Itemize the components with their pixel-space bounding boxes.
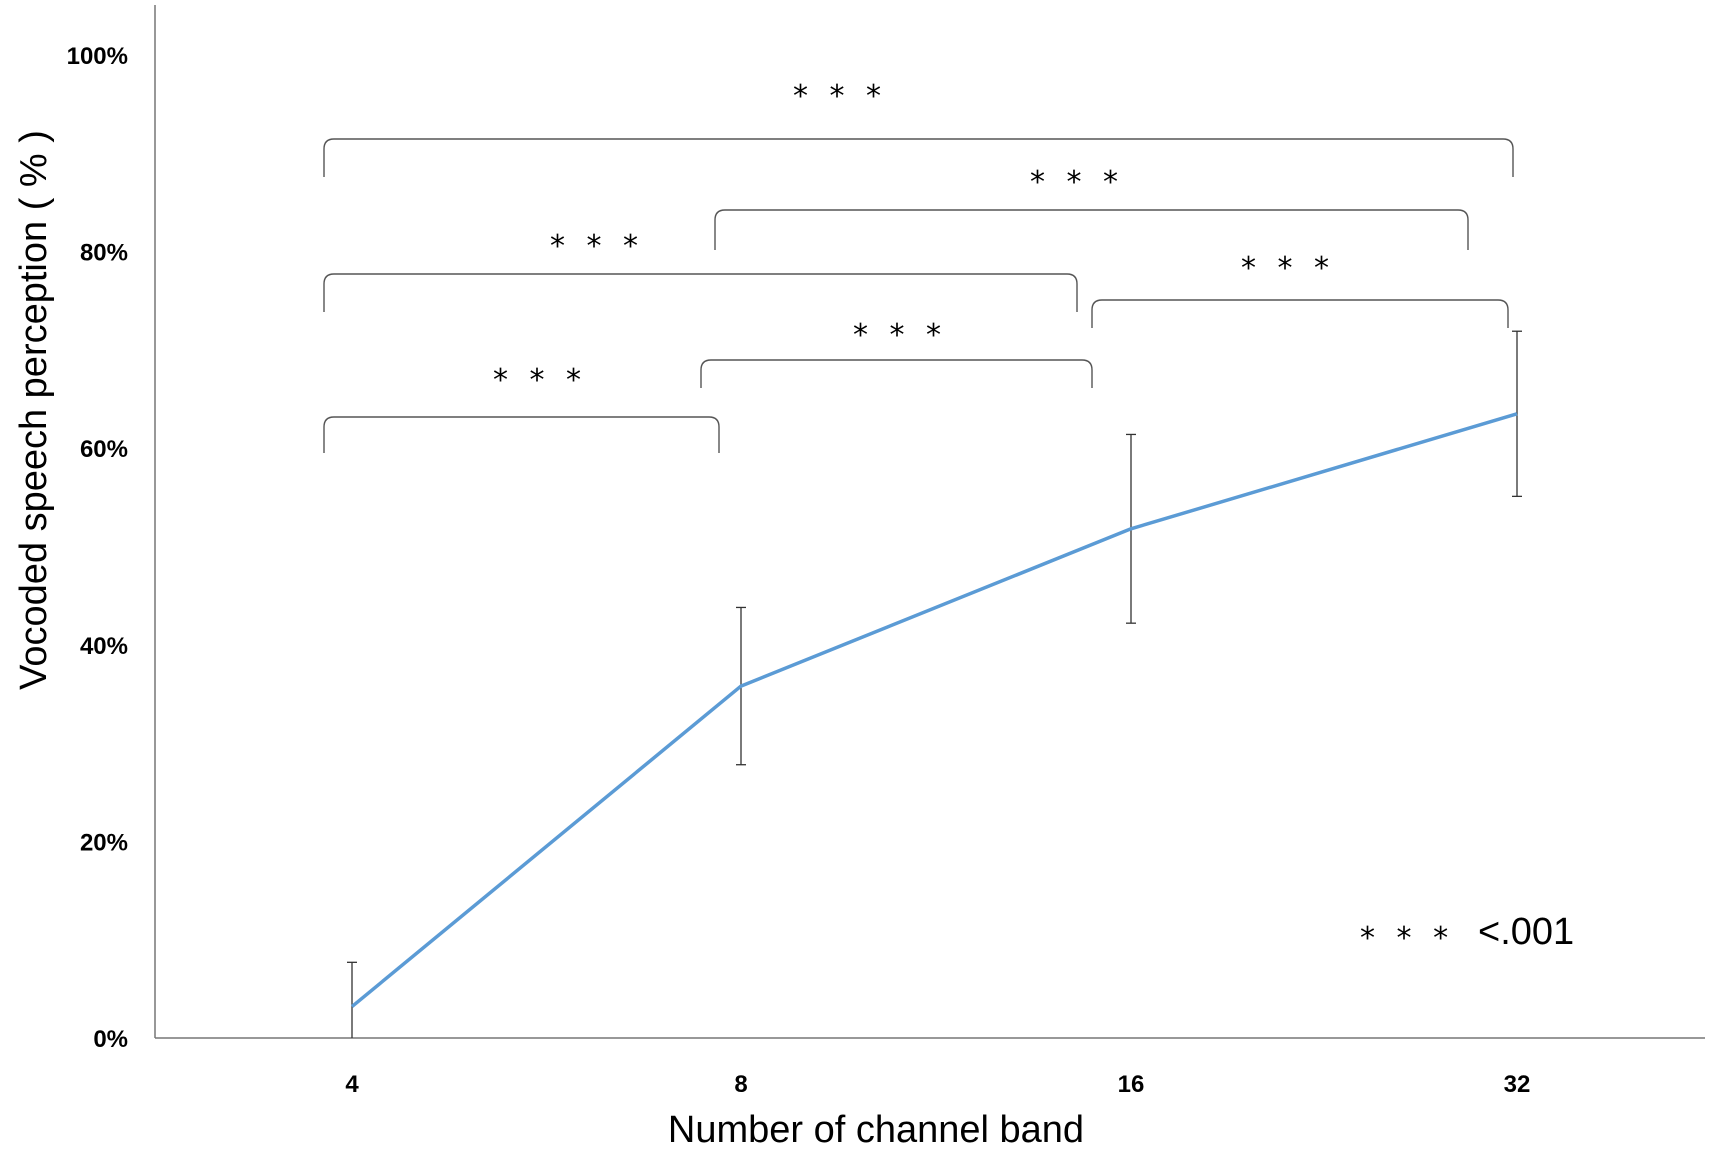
significance-brackets: * * * * * * * * * * * * * * * * * * [323,79,1514,453]
significance-bracket [714,209,1469,250]
significance-stars: * * * [793,79,887,114]
x-tick-label: 32 [1504,1071,1531,1098]
significance-stars: * * * [493,363,587,398]
y-tick-label: 60% [80,436,128,463]
significance-bracket [323,416,720,453]
y-tick-label: 80% [80,240,128,267]
significance-stars: * * * [853,318,947,353]
y-ticks: 0% 20% 40% 60% 80% 100% [67,43,128,1053]
axes [154,5,1705,1039]
y-axis-label: Vocoded speech perception ( % ) [13,130,55,690]
significance-legend: * * * <.001 [1360,911,1574,956]
x-tick-label: 8 [734,1071,747,1098]
x-axis-label: Number of channel band [668,1109,1084,1151]
significance-stars: * * * [1030,165,1124,200]
y-tick-label: 40% [80,633,128,660]
significance-stars: * * * [1241,251,1335,286]
significance-bracket [1091,299,1509,328]
significance-bracket [323,138,1514,177]
legend-text: <.001 [1478,911,1574,953]
x-tick-label: 16 [1118,1071,1145,1098]
significance-bracket [700,359,1093,388]
x-ticks: 4 8 16 32 [345,1071,1530,1098]
series [347,330,1522,1038]
x-tick-label: 4 [345,1071,359,1098]
significance-stars: * * * [550,229,644,264]
y-tick-label: 0% [93,1026,128,1053]
series-line [350,412,1518,1008]
significance-bracket [323,273,1078,312]
y-tick-label: 100% [67,43,128,70]
legend-stars: * * * [1360,921,1454,956]
y-tick-label: 20% [80,829,128,856]
